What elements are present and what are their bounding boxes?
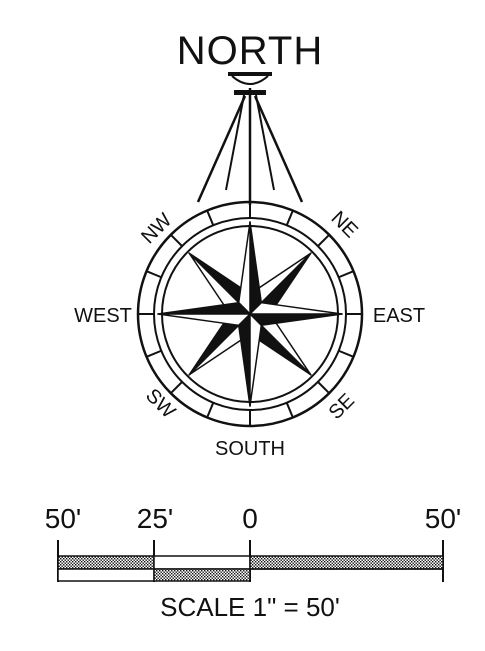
rose-ring-tick: [170, 234, 183, 247]
label-south-east: SE: [325, 390, 359, 424]
label-east: EAST: [373, 305, 425, 327]
scale-segment-bottom-left: [57, 568, 155, 582]
scale-segment-top-mid: [153, 555, 251, 570]
rose-point-cardinal-filled: [249, 313, 343, 327]
rose-point-cardinal-filled: [157, 301, 251, 315]
scale-segment-top-left: [57, 555, 155, 570]
rose-ring-tick: [170, 381, 183, 394]
scale-tick-label-right: 50': [425, 503, 462, 534]
scale-bar: 50' 25' 0 50' SCALE 1" = 50': [45, 503, 462, 622]
label-west: WEST: [74, 305, 132, 327]
rose-ring-tick: [146, 270, 162, 279]
label-south: SOUTH: [215, 438, 285, 460]
rose-ring-tick: [338, 270, 354, 279]
rose-point-cardinal-filled: [237, 313, 251, 407]
scale-tick-label-zero: 0: [242, 503, 258, 534]
scale-tick-label-left: 50': [45, 503, 82, 534]
compass-rose: [136, 200, 364, 428]
rose-point-cardinal-outline: [157, 313, 251, 327]
rose-ring-tick: [317, 381, 330, 394]
rose-ring-tick: [206, 210, 215, 226]
rose-point-cardinal-outline: [249, 301, 343, 315]
rose-ring-tick: [206, 402, 215, 418]
scale-tick-label-25: 25': [137, 503, 174, 534]
rose-point-cardinal-filled: [249, 221, 263, 315]
label-north-west: NW: [137, 209, 176, 248]
north-arrow-icon: [196, 72, 304, 205]
rose-ring-tick: [285, 402, 294, 418]
rose-ring-tick: [317, 234, 330, 247]
rose-ring-tick: [146, 349, 162, 358]
north-title: NORTH: [177, 29, 323, 73]
rose-point-cardinal-outline: [249, 313, 263, 407]
rose-point-cardinal-outline: [237, 221, 251, 315]
scale-caption: SCALE 1" = 50': [160, 592, 340, 622]
rose-ring-tick: [338, 349, 354, 358]
scale-segment-top-right: [249, 555, 444, 570]
rose-ring-tick: [285, 210, 294, 226]
scale-segment-bottom-mid: [153, 568, 251, 582]
